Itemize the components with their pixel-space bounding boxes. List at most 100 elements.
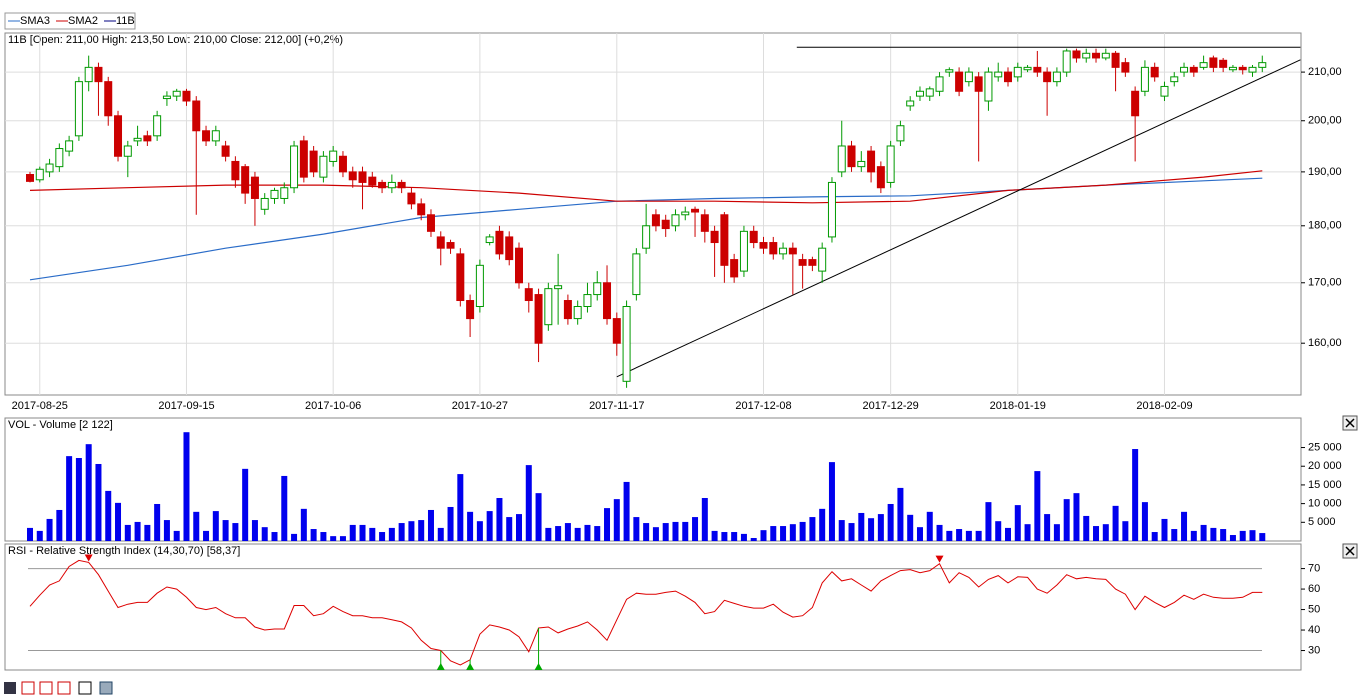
- candle-body: [182, 90, 191, 102]
- candle-body: [691, 208, 700, 213]
- volume-bar: [408, 521, 415, 541]
- volume-bar: [27, 527, 33, 541]
- candle-body: [45, 163, 54, 173]
- candle-body: [994, 71, 1003, 78]
- y-tick-label: 160,00: [1308, 337, 1342, 349]
- trend-line: [616, 59, 1301, 378]
- candle-body: [1189, 66, 1198, 73]
- candle-body: [241, 166, 250, 194]
- candle-body: [583, 294, 592, 308]
- y-tick-label: 25 000: [1308, 441, 1342, 453]
- candle-body: [1180, 66, 1189, 73]
- candle-body: [974, 76, 983, 92]
- candle-body: [1150, 66, 1159, 78]
- volume-bar: [594, 526, 601, 541]
- close-rsi-button[interactable]: [1342, 543, 1358, 559]
- volume-bar: [281, 475, 288, 541]
- volume-bar: [1181, 511, 1188, 541]
- candle-body: [1228, 66, 1237, 71]
- candle-body: [338, 155, 347, 173]
- volume-bar: [261, 527, 268, 541]
- x-tick-label: 2017-10-27: [452, 400, 508, 412]
- zoom-icon[interactable]: [78, 681, 92, 695]
- candle-body: [671, 214, 680, 227]
- save-icon[interactable]: [4, 682, 16, 694]
- volume-bar: [144, 524, 151, 541]
- candle-body: [612, 318, 621, 344]
- volume-bar: [1200, 524, 1207, 541]
- candle-body: [984, 71, 993, 102]
- volume-bar: [437, 527, 444, 541]
- volume-bar: [271, 532, 278, 541]
- candle-body: [847, 145, 856, 168]
- volume-bar: [330, 536, 337, 541]
- volume-bar: [427, 509, 434, 541]
- volume-bar: [711, 530, 718, 541]
- candle-body: [1101, 52, 1110, 59]
- candle-body: [749, 230, 758, 244]
- candle-body: [329, 150, 338, 162]
- volume-bar: [721, 532, 728, 541]
- candle-body: [172, 90, 181, 97]
- candle-body: [348, 171, 357, 181]
- volume-bar: [379, 532, 386, 541]
- candle-body: [231, 160, 240, 181]
- sell-signal: [935, 555, 944, 563]
- volume-bar: [476, 521, 483, 541]
- volume-bar: [819, 508, 826, 541]
- tool-icon[interactable]: [57, 681, 71, 695]
- y-tick-label: 15 000: [1308, 479, 1342, 491]
- volume-bar: [163, 520, 170, 541]
- y-tick-label: 5 000: [1308, 516, 1336, 528]
- candle-body: [935, 76, 944, 92]
- volume-bar: [1259, 533, 1266, 541]
- candle-body: [769, 242, 778, 255]
- volume-bar: [789, 524, 796, 541]
- volume-bar: [652, 527, 659, 541]
- candle-body: [534, 294, 543, 344]
- volume-bar: [1005, 527, 1011, 541]
- tool-icon[interactable]: [21, 681, 35, 695]
- volume-bar: [300, 508, 307, 541]
- volume-bar: [555, 526, 562, 541]
- candle-body: [495, 230, 504, 255]
- close-volume-button[interactable]: [1342, 415, 1358, 431]
- candle-body: [964, 71, 973, 83]
- volume-bar: [926, 511, 933, 541]
- candle-body: [1248, 66, 1257, 73]
- buy-signal: [436, 663, 445, 670]
- price-panel: [4, 32, 1302, 396]
- candle-body: [309, 150, 318, 173]
- candle-body: [1052, 71, 1061, 83]
- volume-bar: [349, 524, 356, 541]
- volume-bar: [1151, 532, 1158, 541]
- volume-bar: [633, 517, 640, 541]
- candle-body: [211, 130, 220, 142]
- volume-bar: [662, 523, 669, 541]
- candle-body: [456, 253, 465, 302]
- volume-bar: [369, 527, 376, 541]
- candle-body: [925, 88, 934, 97]
- volume-bar: [545, 527, 552, 541]
- candle-body: [153, 115, 162, 137]
- volume-bar: [1239, 530, 1246, 541]
- y-tick-label: 30: [1308, 644, 1320, 656]
- volume-bar: [701, 498, 708, 541]
- volume-bar: [692, 517, 699, 541]
- x-tick-label: 2017-11-17: [589, 400, 644, 412]
- x-tick-label: 2017-09-15: [158, 400, 214, 412]
- volume-bar: [447, 506, 454, 541]
- tool-icon[interactable]: [39, 681, 53, 695]
- legend-label: SMA2: [68, 15, 98, 27]
- candle-body: [1111, 52, 1120, 68]
- y-tick-label: 170,00: [1308, 277, 1342, 289]
- volume-bar: [183, 432, 190, 541]
- volume-bar: [1210, 527, 1217, 541]
- y-tick-label: 50: [1308, 603, 1320, 615]
- x-tick-label: 2017-08-25: [12, 400, 68, 412]
- candle-body: [1219, 59, 1228, 68]
- candle-body: [632, 253, 641, 296]
- candle-body: [563, 300, 572, 320]
- print-icon[interactable]: [99, 681, 113, 695]
- volume-bar: [525, 465, 532, 541]
